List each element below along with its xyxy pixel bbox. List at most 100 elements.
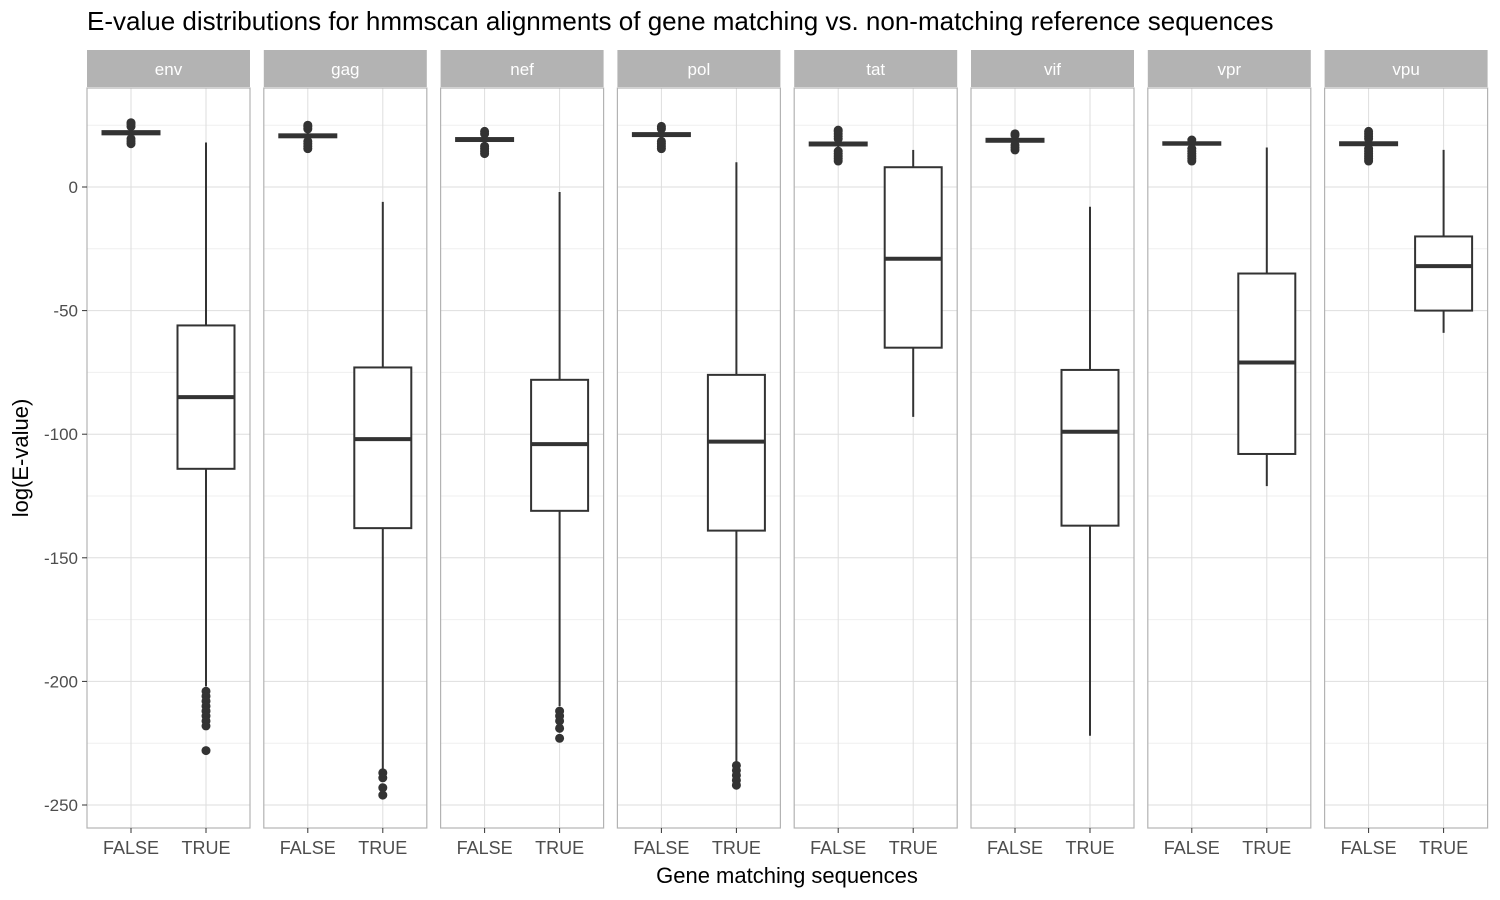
outlier-point: [555, 733, 565, 743]
x-axis-label: Gene matching sequences: [656, 863, 918, 888]
box-iqr: [353, 366, 413, 530]
panel-border: [263, 87, 428, 829]
x-tick-label: FALSE: [1164, 838, 1220, 858]
box-tat-TRUE: [883, 149, 943, 417]
facet-strip: [263, 50, 427, 87]
y-tick-label: -200: [44, 672, 78, 691]
box-env-FALSE: [101, 118, 161, 149]
x-tick-label: FALSE: [1341, 838, 1397, 858]
box-vpr-TRUE: [1237, 147, 1297, 487]
outlier-point: [1187, 135, 1197, 145]
outlier-point: [1010, 140, 1020, 150]
outlier-point: [555, 723, 565, 733]
box-iqr: [1414, 235, 1474, 312]
outlier-point: [656, 121, 666, 131]
facet-strip-label: nef: [510, 60, 534, 79]
facet-panel-nef: nef FALSE TRUE: [440, 50, 605, 858]
facet-strip: [617, 50, 781, 87]
facet-panel-vif: vif FALSE TRUE: [970, 50, 1135, 858]
y-tick-label: 0: [69, 178, 78, 197]
box-nef-FALSE: [455, 126, 515, 159]
box-tat-FALSE: [808, 125, 868, 166]
x-tick-label: FALSE: [810, 838, 866, 858]
facet-strip-label: vpr: [1217, 60, 1241, 79]
outlier-point: [126, 118, 136, 128]
y-axis: 0 -50 -100 -150 -200 -250: [44, 178, 87, 815]
x-tick-label: FALSE: [987, 838, 1043, 858]
box-vpu-FALSE: [1339, 126, 1399, 166]
outlier-point: [378, 773, 388, 783]
x-tick-label: FALSE: [280, 838, 336, 858]
outlier-point: [480, 126, 490, 136]
panel-border: [970, 87, 1135, 829]
x-tick-label: FALSE: [633, 838, 689, 858]
x-tick-label: TRUE: [889, 838, 938, 858]
facet-panel-gag: gag FALSE TRUE: [263, 50, 428, 858]
box-nef-TRUE: [530, 191, 590, 743]
y-tick-label: -50: [53, 302, 78, 321]
outlier-point: [731, 780, 741, 790]
facet-strip-label: gag: [331, 60, 359, 79]
facet-strip-label: pol: [688, 60, 711, 79]
facet-panel-env: env FALSE TRUE: [86, 50, 251, 858]
box-vpu-TRUE: [1414, 149, 1474, 333]
chart-title: E-value distributions for hmmscan alignm…: [87, 6, 1274, 36]
outlier-point: [1364, 126, 1374, 136]
facet-strip-label: tat: [866, 60, 885, 79]
outlier-point: [833, 146, 843, 156]
panel-border: [616, 87, 782, 829]
box-pol-FALSE: [631, 121, 691, 154]
outlier-point: [1364, 144, 1374, 154]
facet-strip-label: env: [155, 60, 183, 79]
box-iqr: [706, 373, 766, 532]
y-tick-label: -250: [44, 796, 78, 815]
facet-strip: [1147, 50, 1311, 87]
outlier-point: [480, 141, 490, 151]
outlier-point: [1187, 144, 1197, 154]
x-tick-label: TRUE: [712, 838, 761, 858]
panel-background: [1147, 88, 1311, 828]
x-tick-label: TRUE: [535, 838, 584, 858]
x-tick-label: FALSE: [457, 838, 513, 858]
facet-strip: [971, 50, 1134, 87]
outlier-point: [201, 721, 211, 731]
box-gag-TRUE: [353, 201, 413, 800]
outlier-point: [303, 136, 313, 146]
facet-strip: [1324, 50, 1488, 87]
box-gag-FALSE: [278, 120, 338, 154]
facet-strip: [87, 50, 250, 87]
x-tick-label: TRUE: [1242, 838, 1291, 858]
x-tick-label: TRUE: [358, 838, 407, 858]
box-iqr: [1060, 368, 1120, 527]
panel-border: [1323, 87, 1489, 829]
x-tick-label: TRUE: [1419, 838, 1468, 858]
facet-panel-pol: pol FALSE TRUE: [616, 50, 782, 858]
outlier-point: [1010, 129, 1020, 139]
panel-border: [86, 87, 251, 829]
box-vif-FALSE: [985, 129, 1045, 155]
outlier-point: [378, 790, 388, 800]
box-pol-TRUE: [706, 162, 766, 790]
facet-panel-tat: tat FALSE TRUE: [793, 50, 958, 858]
facet-panel-vpu: vpu FALSE TRUE: [1323, 50, 1489, 858]
outlier-point: [201, 746, 211, 756]
box-vif-TRUE: [1060, 206, 1120, 736]
outlier-point: [378, 783, 388, 793]
facet-panel-vpr: vpr FALSE TRUE: [1147, 50, 1312, 858]
y-tick-label: -150: [44, 549, 78, 568]
y-tick-label: -100: [44, 425, 78, 444]
outlier-point: [303, 120, 313, 130]
x-tick-label: TRUE: [182, 838, 231, 858]
panel-border: [793, 87, 958, 829]
facet-strip-label: vpu: [1392, 60, 1419, 79]
y-axis-label: log(E-value): [8, 399, 33, 518]
outlier-point: [555, 716, 565, 726]
outlier-point: [656, 136, 666, 146]
box-env-TRUE: [176, 142, 236, 756]
facet-strip: [794, 50, 958, 87]
facet-panels: env FALSE TRUE gag FALSE TRUE nef FALSE TRUE pol F…: [86, 50, 1489, 858]
panel-background: [1324, 88, 1488, 828]
facet-strip: [440, 50, 604, 87]
x-tick-label: TRUE: [1066, 838, 1115, 858]
